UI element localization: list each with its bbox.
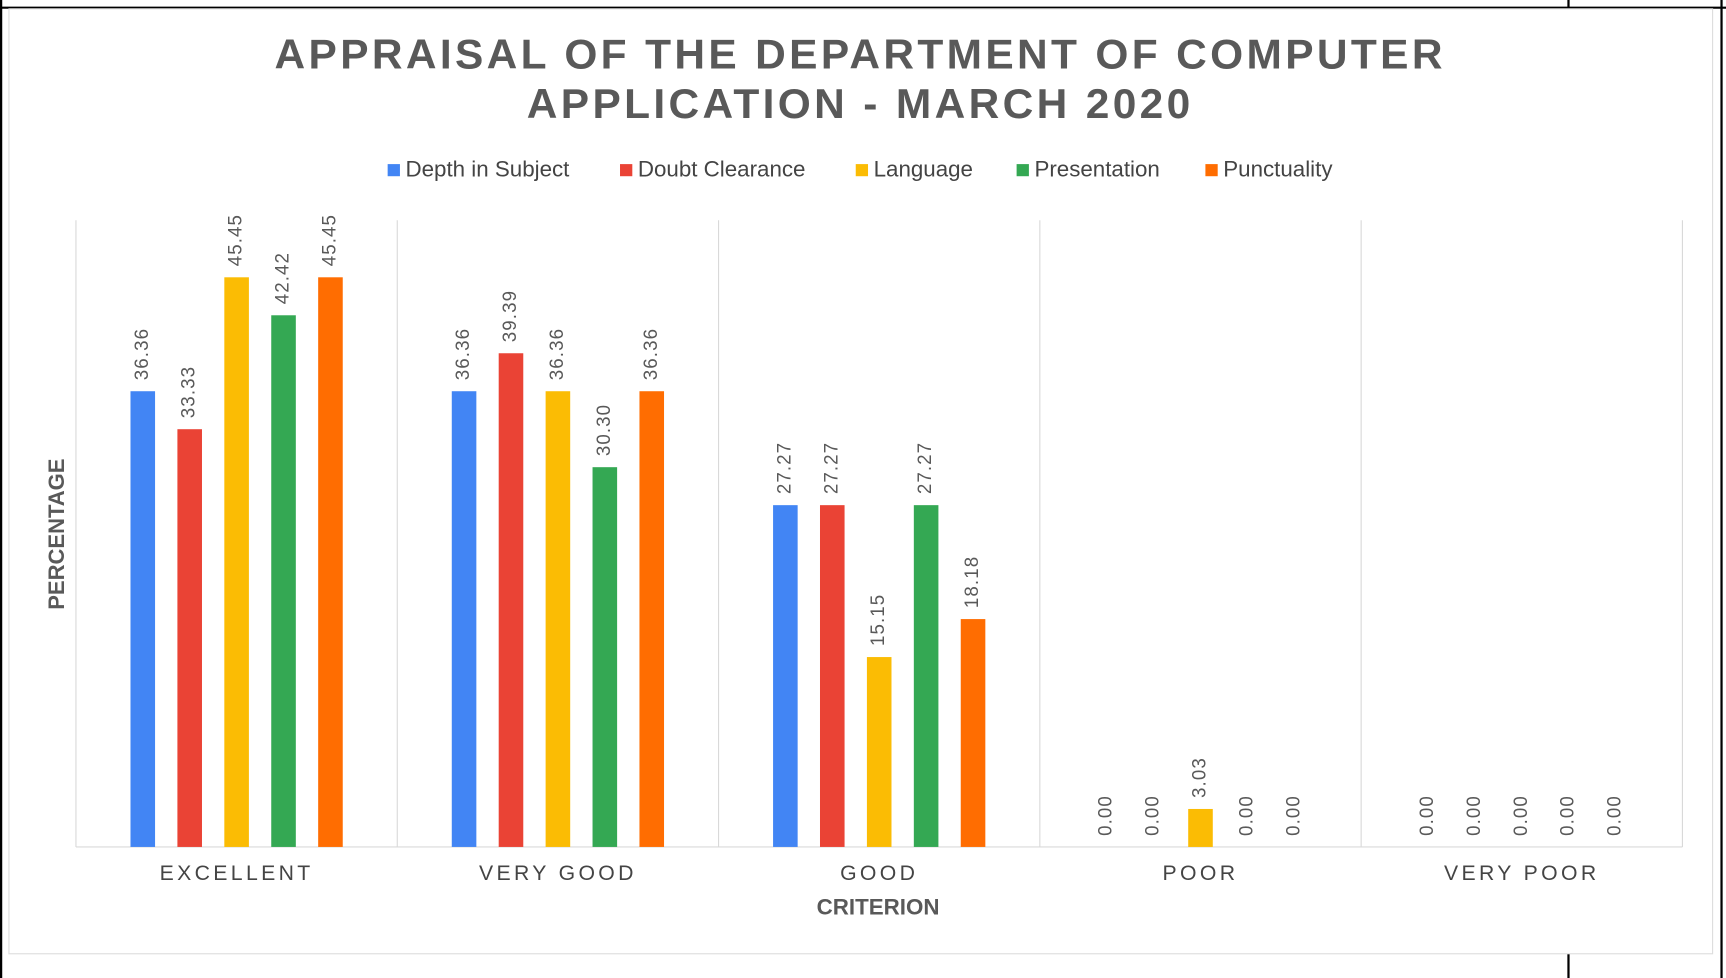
value-label: 33.33 [178, 366, 199, 418]
bar [960, 619, 986, 847]
legend-label: Doubt Clearance [638, 157, 806, 182]
y-axis-title: PERCENTAGE [44, 459, 69, 610]
value-label: 30.30 [593, 404, 614, 456]
x-tick-label: EXCELLENT [160, 862, 314, 885]
value-label: 42.42 [271, 252, 292, 304]
value-label: 0.00 [1282, 795, 1303, 836]
legend-label: Punctuality [1223, 157, 1333, 182]
value-label: 36.36 [640, 328, 661, 380]
chart-title: APPRAISAL OF THE DEPARTMENT OF COMPUTER [275, 31, 1446, 78]
legend-swatch [1016, 164, 1029, 177]
bar [224, 277, 249, 847]
value-label: 0.00 [1510, 795, 1531, 836]
bar [819, 505, 845, 847]
legend-swatch [1205, 164, 1218, 177]
bar [639, 391, 665, 847]
value-label: 0.00 [1604, 795, 1625, 836]
bar [592, 467, 618, 847]
value-label: 0.00 [1463, 795, 1484, 836]
value-label: 0.00 [1557, 795, 1578, 836]
value-label: 18.18 [961, 556, 982, 608]
x-tick-label: POOR [1163, 862, 1239, 885]
value-label: 27.27 [820, 442, 841, 494]
bar [271, 315, 296, 847]
value-label: 3.03 [1188, 757, 1209, 798]
bar [318, 277, 343, 847]
legend-swatch [387, 164, 400, 177]
bar [866, 657, 892, 847]
value-label: 45.45 [225, 214, 246, 266]
value-label: 0.00 [1235, 795, 1256, 836]
bar [1188, 808, 1213, 847]
value-label: 0.00 [1141, 795, 1162, 836]
legend-swatch [855, 164, 869, 177]
bar [498, 353, 524, 847]
x-tick-label: VERY GOOD [479, 862, 637, 885]
value-label: 36.36 [452, 328, 473, 380]
bar [177, 429, 202, 847]
x-tick-label: GOOD [840, 862, 918, 885]
legend-label: Depth in Subject [406, 157, 570, 182]
legend-swatch [620, 164, 633, 177]
value-label: 27.27 [773, 442, 794, 494]
value-label: 39.39 [499, 290, 520, 342]
bar [545, 391, 571, 847]
chart-border [8, 8, 1714, 955]
value-label: 0.00 [1416, 795, 1437, 836]
bar [773, 505, 798, 847]
chart-title: APPLICATION - MARCH 2020 [527, 80, 1194, 127]
value-label: 45.45 [318, 214, 339, 266]
value-label: 36.36 [546, 328, 567, 380]
value-label: 0.00 [1095, 795, 1116, 836]
bar [913, 505, 939, 847]
x-axis-title: CRITERION [817, 895, 940, 920]
bar [451, 391, 477, 847]
legend-label: Language [874, 157, 973, 182]
bar [130, 391, 156, 847]
value-label: 15.15 [867, 594, 888, 646]
value-label: 27.27 [914, 442, 935, 494]
x-tick-label: VERY POOR [1444, 862, 1600, 885]
value-label: 36.36 [131, 328, 152, 380]
legend-label: Presentation [1034, 157, 1159, 182]
